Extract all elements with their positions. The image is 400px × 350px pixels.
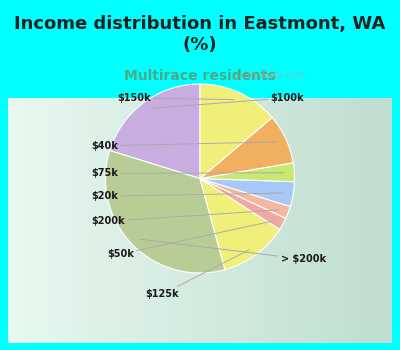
Text: ⓘ City-Data.com: ⓘ City-Data.com <box>233 71 306 80</box>
Wedge shape <box>200 178 290 218</box>
Text: Income distribution in Eastmont, WA
(%): Income distribution in Eastmont, WA (%) <box>14 15 386 54</box>
Wedge shape <box>200 118 293 178</box>
Text: $125k: $125k <box>145 250 249 299</box>
Wedge shape <box>110 84 200 178</box>
Text: $20k: $20k <box>92 191 283 201</box>
Text: $150k: $150k <box>117 93 234 103</box>
Text: $100k: $100k <box>151 93 304 108</box>
Wedge shape <box>200 178 280 270</box>
Wedge shape <box>106 150 225 273</box>
Wedge shape <box>200 84 272 178</box>
Wedge shape <box>200 178 294 206</box>
Text: > $200k: > $200k <box>140 239 326 264</box>
Wedge shape <box>200 163 294 182</box>
Text: $200k: $200k <box>92 210 278 226</box>
Text: Multirace residents: Multirace residents <box>124 69 276 83</box>
Text: $40k: $40k <box>92 141 276 151</box>
Text: $75k: $75k <box>92 168 284 178</box>
Wedge shape <box>200 178 286 229</box>
Text: $50k: $50k <box>107 221 274 259</box>
